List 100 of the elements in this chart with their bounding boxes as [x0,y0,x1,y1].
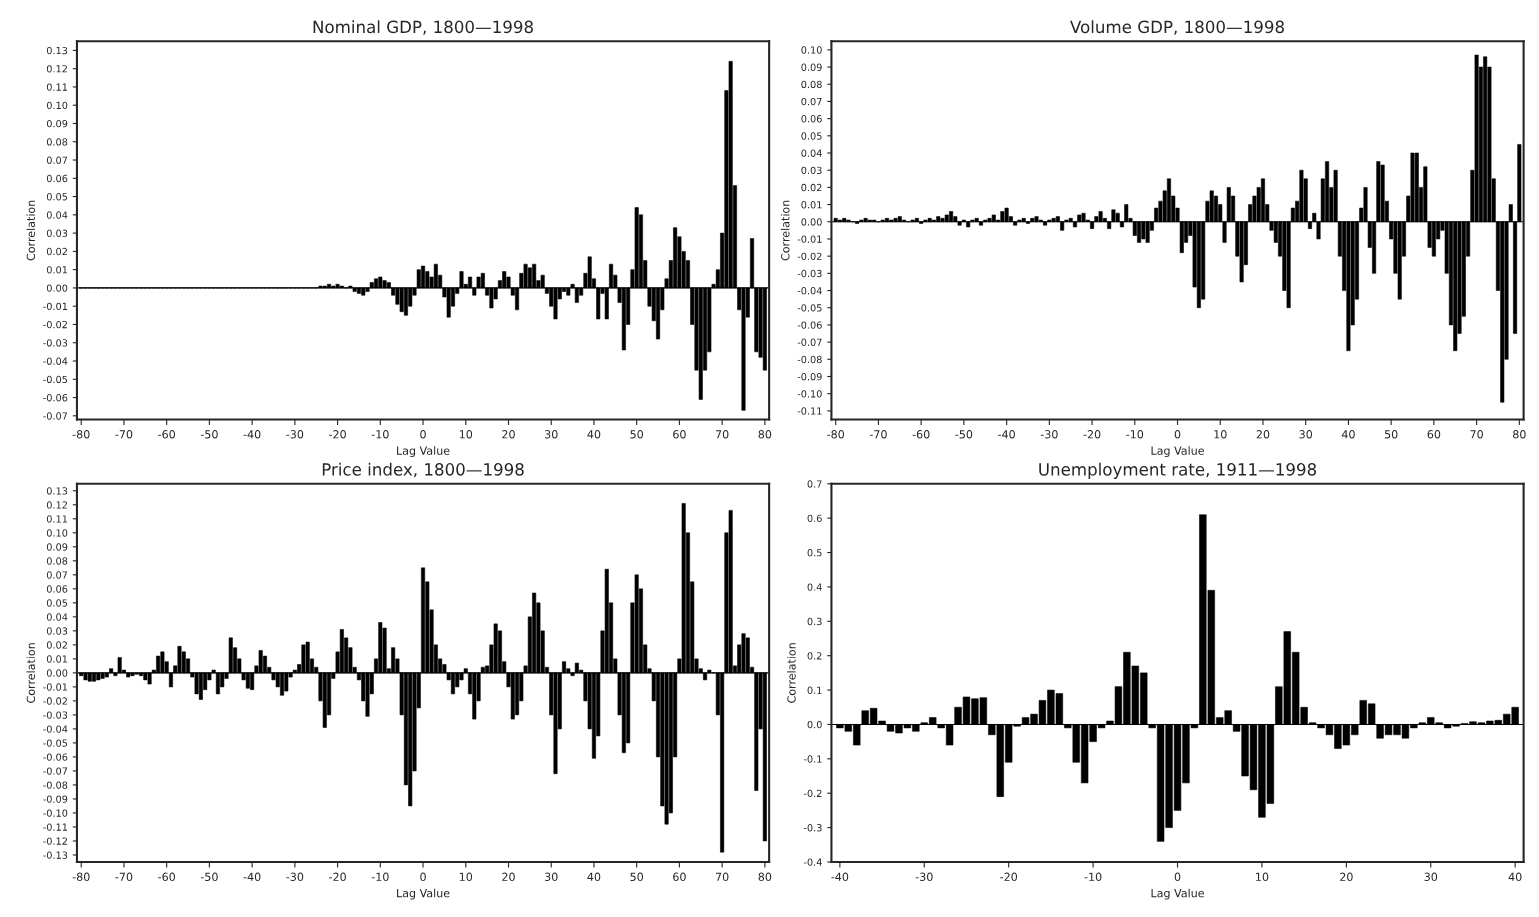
bar [365,672,370,717]
bar [1453,221,1458,351]
x-tick-label: -10 [1126,430,1144,439]
x-axis-title: Lag Value [1151,446,1204,457]
y-tick-label: 0.0 [807,720,822,729]
x-tick-label: -10 [371,872,389,881]
x-tick-label: -80 [827,430,845,439]
x-tick-label: -40 [243,872,261,881]
bar [604,568,609,674]
bar [741,287,746,411]
x-tick-label: 50 [630,430,644,439]
bar [553,287,558,320]
bar [974,218,979,223]
bar [382,280,387,289]
bar [284,672,289,692]
y-tick-label: -0.07 [43,412,68,420]
y-tick-label: -0.3 [803,824,822,832]
x-tick-label: 30 [1424,872,1438,881]
bar [378,276,383,289]
y-tick-label: 0.06 [801,115,822,123]
x-tick-label: -40 [998,430,1015,439]
y-tick-label: 0.07 [46,156,68,164]
y-tick-label: -0.05 [43,739,68,747]
bar [863,218,868,223]
bar [510,672,515,720]
bar [83,672,88,681]
x-tick-label: 80 [1513,430,1526,439]
y-axis-title: Correlation [787,643,796,703]
y-tick-label: -0.10 [43,809,68,817]
bar [698,287,703,400]
y-tick-label: 0.08 [801,80,822,89]
y-tick-label: 0.00 [46,669,68,677]
bar [1474,54,1479,223]
y-tick-label: 0.08 [46,557,68,565]
bar [408,672,413,807]
bar [1145,221,1150,243]
x-tick-label: 20 [502,872,515,881]
y-tick-label: -0.04 [43,725,68,733]
x-tick-label: 70 [1470,430,1483,439]
bar [681,503,686,674]
bar [884,218,889,223]
y-tick-label: -0.05 [43,375,68,384]
y-tick-label: -0.02 [797,252,822,260]
x-tick-label: -80 [72,430,90,439]
bar [728,510,733,674]
chart-title: Price index, 1800—1998 [322,462,524,478]
bar [1239,221,1244,283]
y-tick-label: -0.05 [797,304,822,312]
chart-title: Nominal GDP, 1800—1998 [313,20,533,35]
x-tick-label: 20 [502,430,515,439]
bar [335,283,340,289]
x-tick-label: -50 [200,872,218,881]
x-tick-label: 30 [545,872,558,881]
y-tick-label: 0.02 [46,641,67,649]
bar [369,282,374,289]
x-axis-title: Lag Value [1151,888,1204,900]
bar [1414,152,1419,223]
bar [1410,152,1415,223]
y-tick-label: 0.11 [46,83,68,91]
y-tick-label: -0.07 [43,767,68,775]
x-tick-label: 10 [459,430,473,439]
y-tick-label: 0.06 [46,174,68,183]
y-tick-label: 0.03 [46,229,68,237]
x-tick-label: 60 [673,872,686,881]
y-tick-label: 0.10 [46,529,68,537]
y-tick-label: 0.00 [801,218,822,226]
bar [936,216,941,223]
y-tick-label: -0.04 [43,357,68,365]
y-tick-label: -0.01 [797,235,822,243]
y-tick-label: -0.08 [43,781,68,789]
bar [574,662,579,674]
y-tick-label: 0.04 [801,149,822,157]
bar [147,672,152,685]
x-tick-label: 80 [758,872,772,881]
bar [258,650,263,674]
y-tick-label: 0.03 [46,627,68,635]
x-tick-label: -10 [1084,872,1102,881]
y-tick-label: 0.13 [46,487,68,495]
bar [245,672,250,689]
y-tick-label: -0.06 [43,753,68,761]
x-tick-label: -70 [115,430,133,439]
y-tick-label: -0.12 [43,837,67,845]
bar [664,672,669,825]
bar [130,672,135,676]
chart-title: Volume GDP, 1800—1998 [1070,20,1284,35]
x-tick-label: 30 [545,430,558,439]
y-tick-label: 0.01 [801,201,822,209]
bar [361,287,366,296]
x-tick-label: 20 [1256,430,1270,439]
x-tick-label: 40 [1341,430,1355,439]
bar [634,574,639,674]
y-tick-label: 0.7 [807,480,822,488]
bar [143,672,148,681]
bar [352,287,357,292]
y-tick-label: -0.04 [797,287,822,295]
bar [156,655,161,674]
x-tick-label: 40 [1508,872,1522,881]
bar [1346,221,1351,351]
bar [991,214,996,223]
y-tick-label: -0.1 [803,755,822,763]
